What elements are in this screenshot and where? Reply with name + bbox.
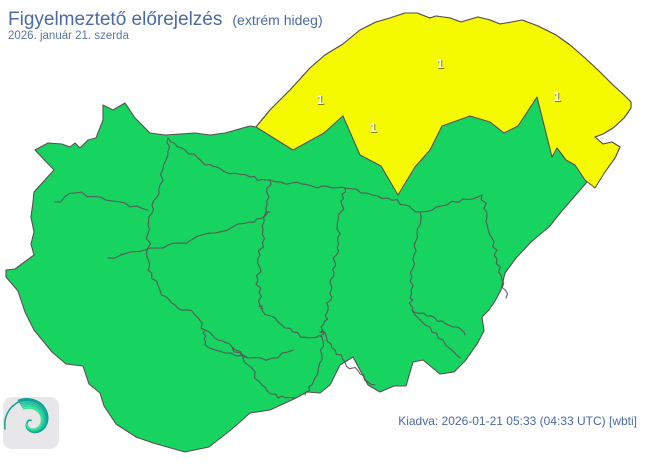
svg-text:1: 1 [316, 92, 323, 107]
svg-text:1: 1 [369, 120, 376, 135]
svg-text:1: 1 [553, 89, 560, 104]
svg-text:1: 1 [436, 56, 443, 71]
